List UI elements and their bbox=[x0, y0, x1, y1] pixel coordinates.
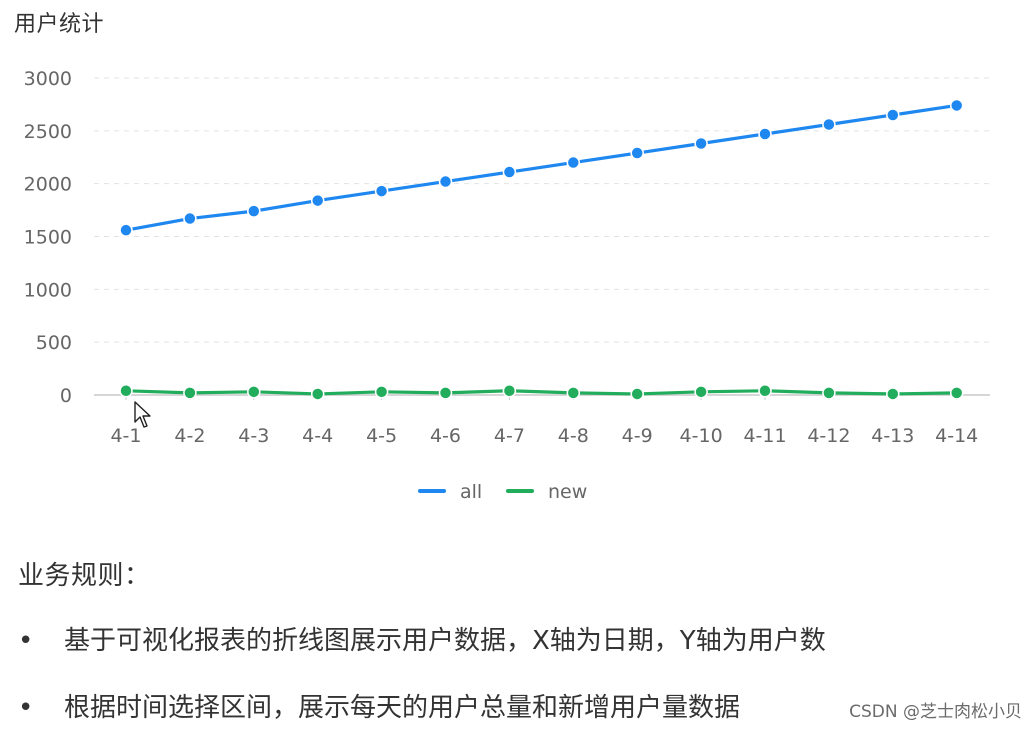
x-tick-label: 4-12 bbox=[807, 425, 850, 447]
user-statistics-line-chart: 0 500 1000 1500 2000 2500 3000 4-1 4-2 4-3 4-4 4-5 4… bbox=[24, 68, 990, 503]
data-point-all bbox=[886, 108, 900, 122]
data-point-all bbox=[694, 136, 708, 151]
data-point-new bbox=[694, 385, 708, 399]
y-tick-label: 3000 bbox=[24, 68, 72, 90]
x-tick-label: 4-2 bbox=[174, 425, 205, 447]
bullet: • bbox=[18, 693, 34, 723]
x-tick-label: 4-3 bbox=[238, 425, 269, 447]
data-point-all bbox=[247, 204, 261, 218]
data-point-all bbox=[119, 223, 133, 237]
x-tick-label: 4-9 bbox=[622, 425, 653, 447]
data-point-all bbox=[502, 165, 517, 179]
legend-label-all: all bbox=[460, 481, 482, 503]
business-rule-text: 根据时间选择区间，展示每天的用户总量和新增用户量数据 bbox=[64, 693, 741, 723]
y-tick-label: 500 bbox=[36, 332, 72, 354]
y-tick-label: 1500 bbox=[24, 227, 72, 249]
data-point-new bbox=[119, 384, 133, 398]
data-point-new bbox=[374, 385, 389, 399]
series-line-new bbox=[125, 389, 957, 396]
x-tick-label: 4-5 bbox=[366, 425, 397, 447]
business-rule-item: • 根据时间选择区间，展示每天的用户总量和新增用户量数据 bbox=[18, 687, 740, 724]
data-point-new bbox=[886, 387, 900, 401]
data-point-all bbox=[758, 127, 772, 141]
business-rule-text: 基于可视化报表的折线图展示用户数据，X轴为日期，Y轴为用户数 bbox=[64, 626, 826, 656]
data-point-all bbox=[630, 146, 644, 160]
x-tick-label: 4-11 bbox=[743, 425, 786, 447]
data-point-new bbox=[310, 387, 325, 401]
x-tick-label: 4-7 bbox=[494, 425, 525, 447]
business-rules-heading: 业务规则： bbox=[18, 561, 151, 591]
data-point-new bbox=[822, 386, 836, 400]
data-point-all bbox=[438, 174, 453, 189]
data-point-new bbox=[183, 386, 197, 400]
x-tick-label: 4-1 bbox=[110, 425, 141, 447]
x-tick-label: 4-10 bbox=[680, 425, 723, 447]
y-tick-label: 2000 bbox=[24, 174, 72, 196]
data-point-new bbox=[247, 385, 261, 399]
data-point-all bbox=[374, 184, 389, 198]
series-line-all bbox=[125, 103, 957, 232]
legend-label-new: new bbox=[548, 481, 587, 503]
x-tick-label: 4-6 bbox=[430, 425, 461, 447]
data-point-new bbox=[758, 384, 772, 398]
data-point-all bbox=[310, 193, 325, 208]
data-point-new bbox=[566, 386, 581, 400]
x-tick-label: 4-4 bbox=[302, 425, 333, 447]
mouse-cursor-icon bbox=[134, 401, 151, 428]
y-tick-label: 1000 bbox=[24, 279, 72, 301]
data-point-new bbox=[502, 384, 517, 398]
data-point-all bbox=[949, 98, 964, 113]
x-tick-label: 4-13 bbox=[871, 425, 914, 447]
data-point-all bbox=[183, 211, 197, 226]
bullet: • bbox=[18, 626, 34, 656]
csdn-watermark: CSDN @芝士肉松小贝 bbox=[849, 702, 1022, 722]
x-tick-label: 4-8 bbox=[558, 425, 589, 447]
business-rule-item: • 基于可视化报表的折线图展示用户数据，X轴为日期，Y轴为用户数 bbox=[18, 620, 826, 657]
data-point-all bbox=[822, 117, 836, 132]
data-point-new bbox=[949, 386, 964, 400]
y-tick-label: 0 bbox=[60, 385, 72, 407]
chart-title: 用户统计 bbox=[14, 12, 105, 37]
data-point-new bbox=[438, 386, 453, 400]
y-tick-label: 2500 bbox=[24, 121, 72, 143]
data-point-all bbox=[566, 155, 581, 170]
data-point-new bbox=[630, 387, 644, 401]
x-tick-label: 4-14 bbox=[935, 425, 978, 447]
